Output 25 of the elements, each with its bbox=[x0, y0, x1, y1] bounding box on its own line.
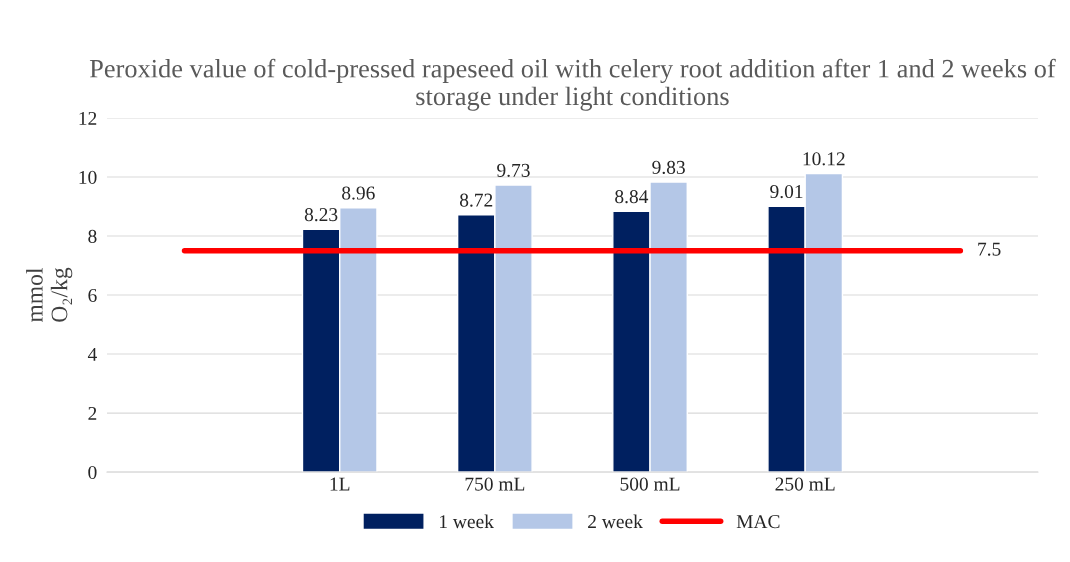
legend-label: MAC bbox=[736, 515, 780, 529]
data-label: 8.96 bbox=[342, 186, 375, 200]
data-label: 10.12 bbox=[803, 152, 845, 166]
data-label: 7.5 bbox=[978, 242, 1001, 256]
y-tick-label: 10 bbox=[79, 170, 97, 184]
y-tick-label: 4 bbox=[87, 348, 97, 361]
y-tick-label: 12 bbox=[79, 111, 97, 125]
x-tick-label: 1L bbox=[330, 477, 350, 491]
x-tick-label: 250 mL bbox=[775, 477, 835, 491]
data-label: 9.01 bbox=[770, 185, 803, 199]
chart-title: Peroxide value of cold-pressed rapeseed oil with celery root addition after 1 and 2 weeks of storage under light conditions bbox=[89, 58, 1056, 111]
y-axis-title: mmol O₂/kg bbox=[26, 267, 73, 323]
data-label: 9.73 bbox=[497, 163, 530, 177]
y-tick-label: 6 bbox=[88, 288, 97, 302]
x-tick-label: 500 mL bbox=[620, 477, 680, 491]
data-label: 8.84 bbox=[615, 190, 649, 204]
y-tick-label: 2 bbox=[88, 406, 97, 420]
legend-label: 1 week bbox=[440, 514, 494, 529]
legend-label: 2 week bbox=[588, 514, 643, 529]
x-tick-label: 750 mL bbox=[465, 477, 525, 491]
y-tick-label: 0 bbox=[88, 465, 97, 480]
y-tick-label: 8 bbox=[88, 229, 97, 243]
data-label: 9.83 bbox=[652, 160, 685, 175]
data-label: 8.72 bbox=[459, 193, 493, 207]
data-label: 8.23 bbox=[304, 208, 338, 222]
